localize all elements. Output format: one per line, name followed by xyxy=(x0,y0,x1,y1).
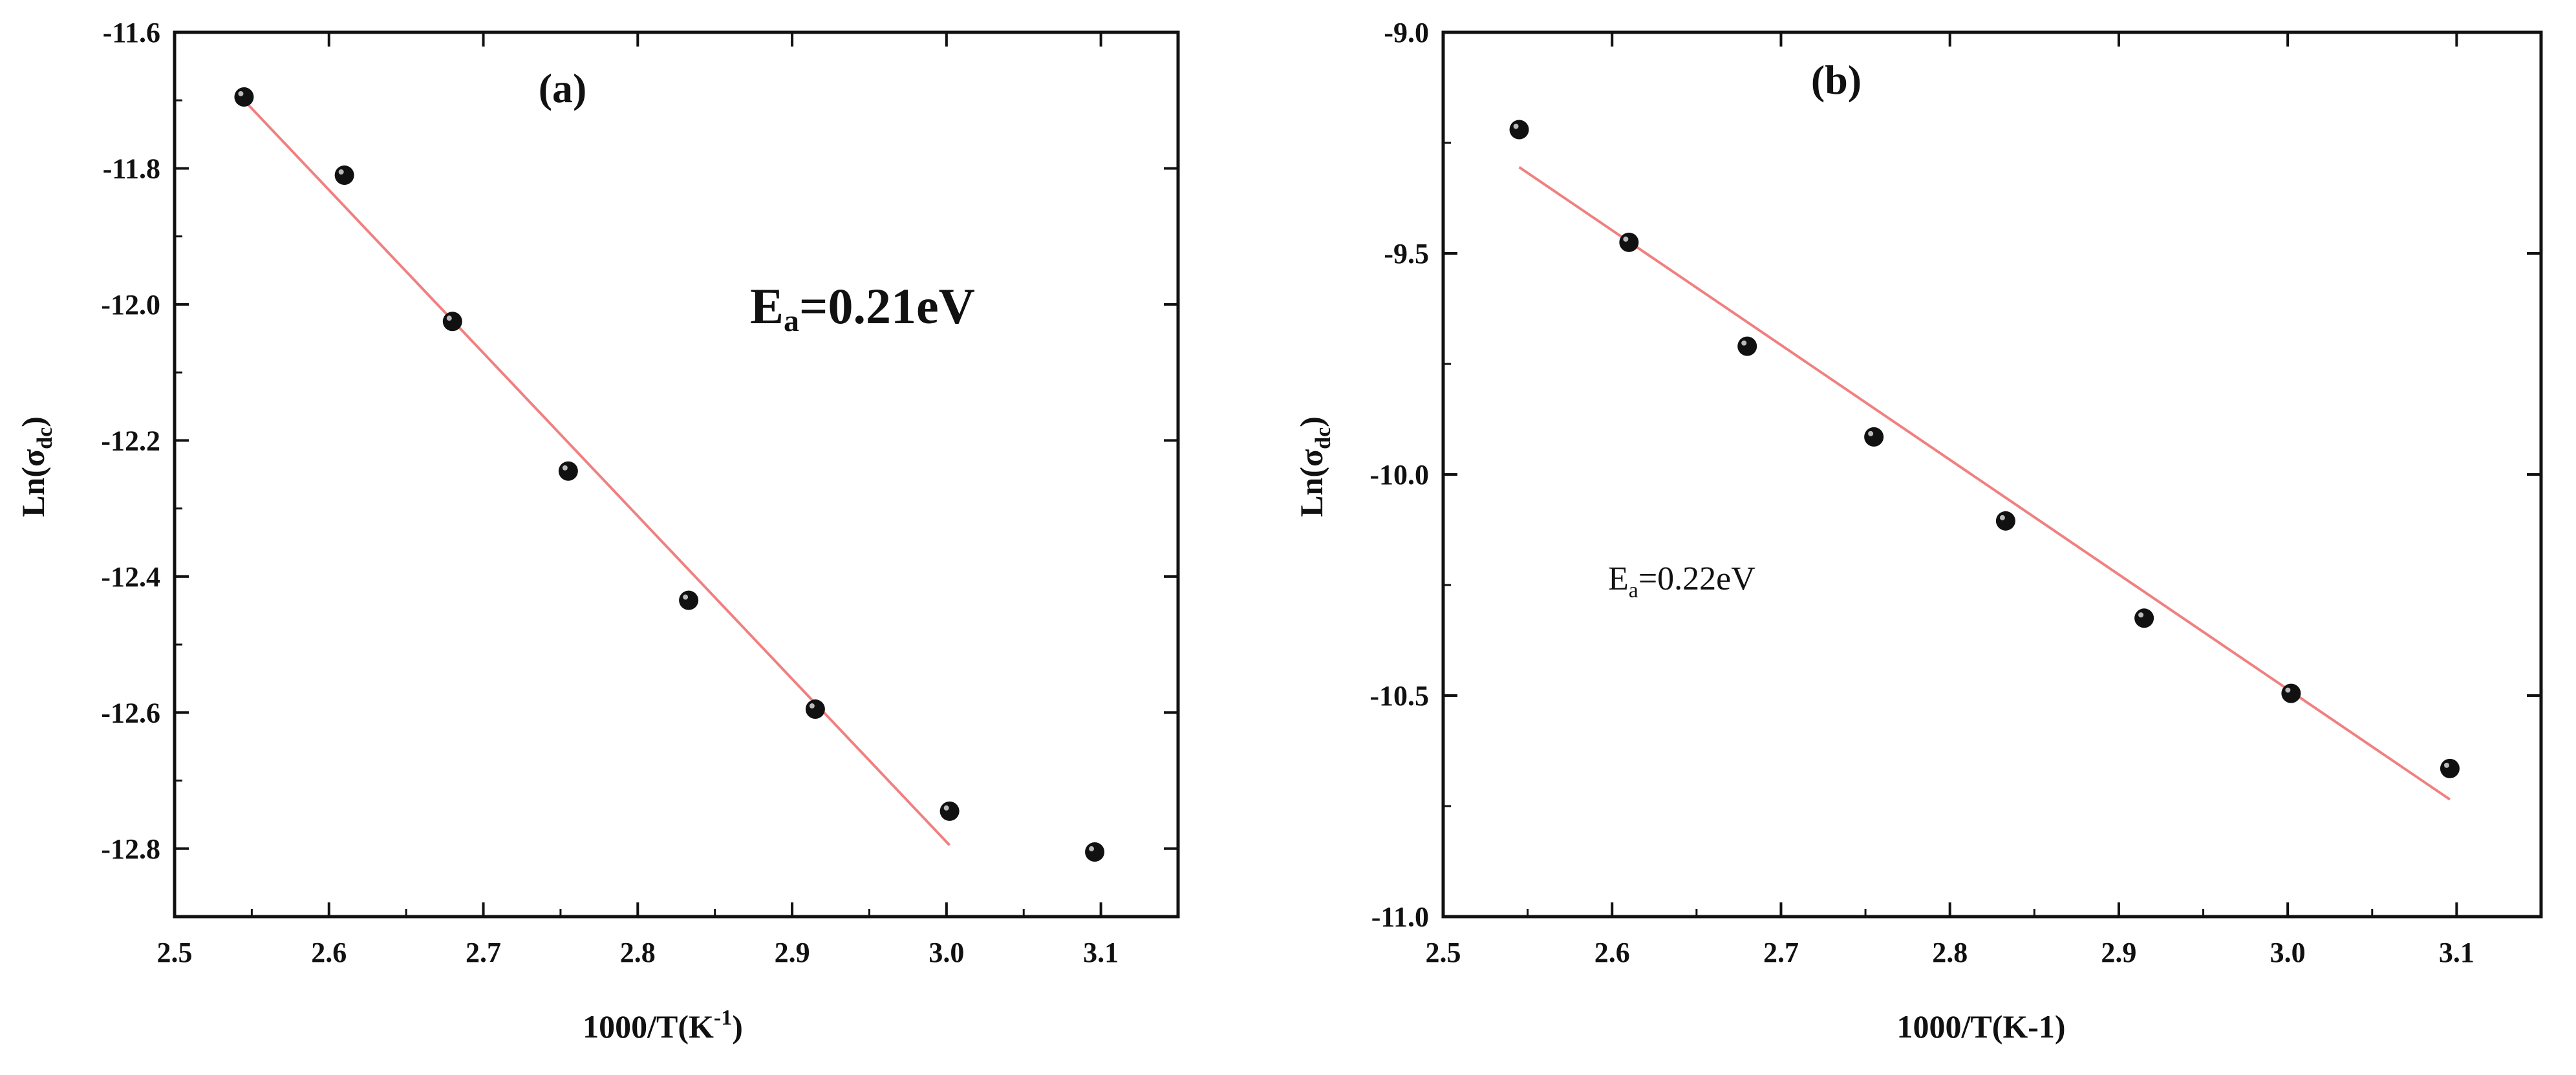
panel-a-x-tick-label: 3.0 xyxy=(928,937,964,968)
panel-a-annotation-main: E xyxy=(750,278,784,334)
panel-b-data-point xyxy=(1864,427,1884,447)
panel-b-x-tick-label: 2.7 xyxy=(1763,937,1799,968)
panel-a-x-tick-label: 2.7 xyxy=(466,937,501,968)
panel-b-panel-label: (b) xyxy=(1811,57,1862,103)
panel-b-data-point xyxy=(1619,232,1639,252)
panel-b-data-point-highlight xyxy=(1868,431,1874,436)
panel-a-x-axis-title: 1000/T(K-1) xyxy=(583,1006,743,1045)
panel-b-data-point-highlight xyxy=(2138,612,2144,618)
panel-a-data-point-highlight xyxy=(683,594,689,600)
panel-b-y-axis-title-subscript: dc xyxy=(1311,427,1335,449)
panel-b-x-tick-label: 2.9 xyxy=(2101,937,2136,968)
panel-a-x-axis-title-end: ) xyxy=(732,1008,743,1045)
panel-b-y-tick-label: -10.5 xyxy=(1369,680,1429,712)
panel-b-data-point xyxy=(1737,336,1757,356)
panel-b-y-tick-label: -11.0 xyxy=(1371,901,1429,933)
panel-b-data-point-highlight xyxy=(1741,340,1747,346)
panel-a-data-point xyxy=(679,590,699,610)
panel-a-y-axis-title: Ln(σdc) xyxy=(15,416,57,517)
panel-b-data-point xyxy=(2440,758,2460,778)
panel-a-y-tick-label: -12.6 xyxy=(101,697,160,729)
panel-a-x-tick-label: 3.1 xyxy=(1083,937,1119,968)
panel-b-y-axis-title: Ln(σdc) xyxy=(1293,416,1335,517)
panel-b-activation-energy-label: Ea=0.22eV xyxy=(1608,560,1755,602)
panel-a-x-axis-title-text: 1000/T(K xyxy=(583,1008,714,1045)
panel-b-fit-line xyxy=(1518,165,2451,801)
panel-a-y-axis-title-text: Ln(σ xyxy=(15,449,51,517)
panel-b-y-tick-label: -9.0 xyxy=(1384,17,1429,48)
panel-a-annotation-rest: =0.21eV xyxy=(799,278,975,334)
panel-b-y-tick-label: -9.5 xyxy=(1384,238,1429,270)
panel-a-data-point xyxy=(805,699,825,719)
panel-a-plot-frame xyxy=(173,30,1180,919)
panel-a-x-axis-title-superscript: -1 xyxy=(714,1006,732,1030)
panel-a-y-tick-label: -12.4 xyxy=(101,561,160,593)
panel-a-data-point xyxy=(334,165,354,185)
panel-a-data-point-highlight xyxy=(943,805,949,811)
panel-a-x-tick-label: 2.8 xyxy=(620,937,656,968)
panel-b-data-point-highlight xyxy=(2285,687,2291,693)
panel-a-data-point xyxy=(558,461,578,481)
panel-b-y-axis-title-text: Ln(σ xyxy=(1293,449,1329,517)
panel-a-activation-energy-label: Ea=0.21eV xyxy=(750,278,975,338)
panel-b-x-tick-label: 2.5 xyxy=(1426,937,1461,968)
panel-a-data-point xyxy=(1085,842,1105,862)
panel-a-data-point-highlight xyxy=(238,90,244,96)
panel-b-data-point-highlight xyxy=(2443,762,2449,768)
chart-panel-a: 2.5 2.6 2.7 2.8 2.9 3.0 3.1 -11.6 -11.8 -12.0 -12.… xyxy=(15,17,1180,1045)
panel-b-annotation-main: E xyxy=(1608,560,1629,597)
panel-b-y-tick-label: -10.0 xyxy=(1369,459,1429,491)
panel-a-panel-label: (a) xyxy=(539,65,587,111)
panel-a-x-tick-label: 2.6 xyxy=(311,937,347,968)
panel-a-data-point-highlight xyxy=(562,465,568,471)
panel-a-y-tick-label: -12.0 xyxy=(101,289,160,321)
panel-b-data-point xyxy=(1509,120,1529,140)
panel-b-x-tick-label: 2.6 xyxy=(1594,937,1630,968)
panel-b-data-point xyxy=(2281,683,2301,703)
panel-b-data-point-highlight xyxy=(1999,515,2005,520)
panel-a-y-tick-label: -12.8 xyxy=(101,833,160,865)
panel-b-annotation-subscript: a xyxy=(1629,579,1638,602)
panel-b-data-point xyxy=(2134,608,2154,628)
panel-a-data-point-highlight xyxy=(809,703,815,709)
panel-b-y-axis-title-end: ) xyxy=(1293,416,1329,427)
panel-b-x-tick-label: 3.1 xyxy=(2439,937,2474,968)
panel-b-data-point xyxy=(1995,511,2015,531)
panel-a-x-tick-label: 2.9 xyxy=(775,937,810,968)
panel-b-data-point-highlight xyxy=(1623,236,1629,242)
panel-b-x-tick-label: 3.0 xyxy=(2270,937,2306,968)
panel-b-x-tick-label: 2.8 xyxy=(1932,937,1968,968)
panel-a-data-point xyxy=(442,312,462,332)
panel-a-y-axis-title-subscript: dc xyxy=(33,427,57,449)
panel-a-data-point xyxy=(939,801,960,821)
panel-b-x-axis-title-text: 1000/T(K-1) xyxy=(1896,1008,2065,1045)
panel-a-fit-line xyxy=(242,99,951,846)
panel-a-y-tick-label: -12.2 xyxy=(101,425,160,456)
panel-b-x-axis-title: 1000/T(K-1) xyxy=(1896,1008,2065,1045)
panel-a-y-tick-label: -11.6 xyxy=(103,17,160,48)
panel-a-x-tick-label: 2.5 xyxy=(157,937,193,968)
panel-b-annotation-rest: =0.22eV xyxy=(1638,560,1755,597)
panel-b-data-point-highlight xyxy=(1513,123,1519,129)
panel-a-data-point-highlight xyxy=(338,169,344,175)
panel-b-plot-frame xyxy=(1441,30,2543,919)
panel-a-y-axis-title-end: ) xyxy=(15,416,51,427)
panel-a-data-point-highlight xyxy=(446,315,452,321)
chart-panel-b: 2.5 2.6 2.7 2.8 2.9 3.0 3.1 -9.0 -9.5 -10.0 -10.5 -… xyxy=(1293,17,2543,1045)
panel-a-y-tick-label: -11.8 xyxy=(103,153,160,184)
panel-a-data-point xyxy=(234,87,254,107)
panel-a-data-point-highlight xyxy=(1089,846,1095,852)
panel-a-annotation-subscript: a xyxy=(784,304,799,338)
